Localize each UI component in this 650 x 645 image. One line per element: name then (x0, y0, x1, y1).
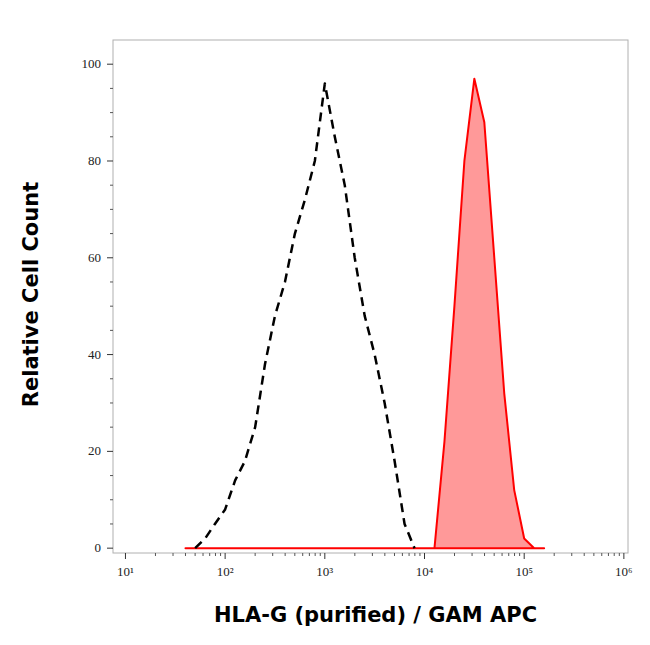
y-tick-label: 40 (88, 347, 101, 362)
x-minor-tick (195, 553, 196, 556)
x-minor-tick (494, 553, 495, 556)
y-axis-label: Relative Cell Count (19, 182, 43, 407)
y-minor-tick (110, 499, 113, 500)
x-minor-tick (619, 553, 620, 556)
plot-frame (113, 40, 628, 553)
x-minor-tick (220, 553, 221, 556)
x-minor-tick (502, 553, 503, 556)
y-tick-label: 100 (82, 56, 102, 71)
y-tick (107, 64, 113, 65)
x-tick-label: 10⁶ (615, 564, 633, 579)
y-tick (107, 548, 113, 549)
x-minor-tick (484, 553, 485, 556)
x-minor-tick (394, 553, 395, 556)
x-minor-tick (414, 553, 415, 556)
y-tick (107, 354, 113, 355)
y-minor-tick (110, 330, 113, 331)
x-tick (524, 553, 525, 559)
y-minor-tick (110, 475, 113, 476)
chart: 10¹ 10² 10³ 10⁴ 10⁵ 10⁶ 0 20 40 60 80 100 HLA-G (pur… (0, 0, 650, 645)
x-minor-tick (372, 553, 373, 556)
x-minor-tick (554, 553, 555, 556)
x-minor-tick (454, 553, 455, 556)
line-series (195, 84, 414, 549)
y-minor-tick (110, 306, 113, 307)
x-minor-tick (285, 553, 286, 556)
x-minor-tick (315, 553, 316, 556)
x-minor-tick (472, 553, 473, 556)
y-tick (107, 451, 113, 452)
y-minor-tick (110, 88, 113, 89)
x-minor-tick (294, 553, 295, 556)
x-minor-tick (519, 553, 520, 556)
x-axis-label: HLA-G (purified) / GAM APC (214, 603, 537, 627)
x-minor-tick (354, 553, 355, 556)
y-tick (107, 160, 113, 161)
x-minor-tick (384, 553, 385, 556)
x-tick (324, 553, 325, 559)
y-tick (107, 257, 113, 258)
y-minor-tick (110, 523, 113, 524)
x-minor-tick (614, 553, 615, 556)
y-minor-tick (110, 281, 113, 282)
x-minor-tick (185, 553, 186, 556)
y-tick-label: 0 (95, 540, 102, 555)
y-tick-label: 20 (88, 443, 101, 458)
x-tick (225, 553, 226, 559)
x-tick-label: 10⁴ (416, 564, 434, 579)
x-tick (424, 553, 425, 559)
x-tick-label: 10³ (316, 564, 333, 579)
x-minor-tick (155, 553, 156, 556)
x-tick-label: 10² (217, 564, 234, 579)
y-minor-tick (110, 233, 113, 234)
plot-data (185, 79, 544, 548)
y-minor-tick (110, 427, 113, 428)
x-minor-tick (409, 553, 410, 556)
y-minor-tick (110, 209, 113, 210)
x-minor-tick (508, 553, 509, 556)
x-minor-tick (302, 553, 303, 556)
x-tick (623, 553, 624, 559)
x-minor-tick (571, 553, 572, 556)
x-minor-tick (255, 553, 256, 556)
y-tick-label: 80 (88, 153, 101, 168)
x-tick-label: 10¹ (117, 564, 134, 579)
x-minor-tick (514, 553, 515, 556)
x-minor-tick (173, 553, 174, 556)
x-minor-tick (203, 553, 204, 556)
x-minor-tick (215, 553, 216, 556)
x-minor-tick (584, 553, 585, 556)
x-tick (125, 553, 126, 559)
y-minor-tick (110, 185, 113, 186)
y-minor-tick (110, 402, 113, 403)
x-minor-tick (419, 553, 420, 556)
x-minor-tick (601, 553, 602, 556)
x-minor-tick (608, 553, 609, 556)
x-minor-tick (402, 553, 403, 556)
y-tick-label: 60 (88, 250, 101, 265)
x-minor-tick (593, 553, 594, 556)
x-minor-tick (272, 553, 273, 556)
area-series (185, 79, 544, 548)
y-minor-tick (110, 136, 113, 137)
x-minor-tick (209, 553, 210, 556)
x-minor-tick (309, 553, 310, 556)
y-minor-tick (110, 378, 113, 379)
x-tick-label: 10⁵ (515, 564, 533, 579)
y-minor-tick (110, 112, 113, 113)
x-minor-tick (320, 553, 321, 556)
